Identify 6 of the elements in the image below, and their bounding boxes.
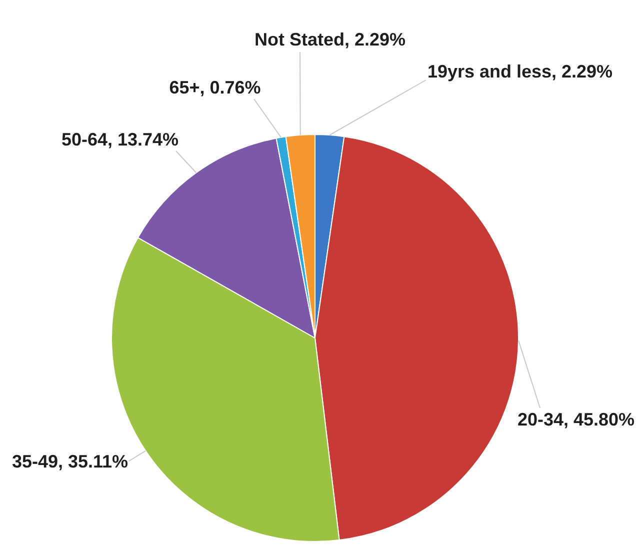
slice-label: 19yrs and less, 2.29% [427,60,613,84]
slice-label: 35-49, 35.11% [12,450,128,474]
slice-label: 65+, 0.76% [169,76,261,100]
slice-label: 50-64, 13.74% [61,128,179,152]
slice-label: Not Stated, 2.29% [254,28,406,52]
slice-label: 20-34, 45.80% [517,408,635,432]
